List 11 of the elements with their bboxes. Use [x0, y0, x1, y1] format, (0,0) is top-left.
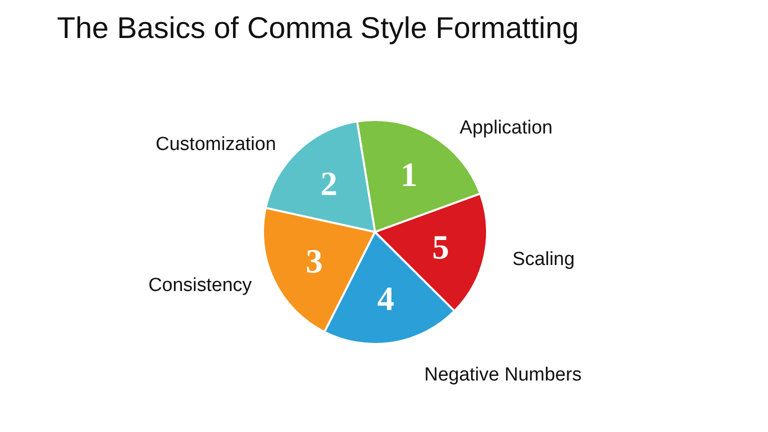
text: 2 [320, 166, 338, 204]
slice-label: Customization [156, 134, 276, 156]
slice-label: Negative Numbers [424, 364, 582, 386]
slice-label: Scaling [512, 248, 575, 270]
slice-label: Consistency [148, 274, 252, 296]
slice-label: Application [460, 117, 553, 138]
text: 4 [377, 281, 394, 318]
text: 1 [400, 156, 418, 194]
text: 5 [432, 229, 450, 266]
text: 3 [306, 244, 323, 281]
chart-title: The Basics of Comma Style Formatting [57, 12, 579, 45]
